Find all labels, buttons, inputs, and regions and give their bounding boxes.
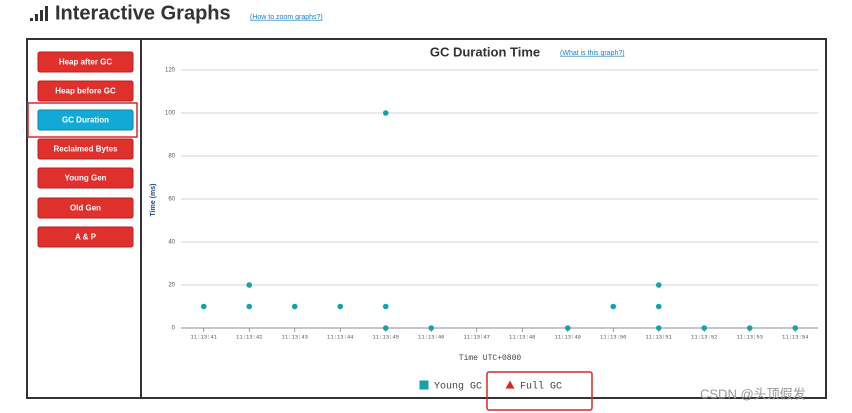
y-tick-label: 0: [172, 326, 176, 332]
nav-button[interactable]: [37, 167, 134, 189]
x-axis-label: Time UTC+0800: [459, 354, 522, 363]
chart-title: GC Duration Time: [430, 44, 540, 59]
data-point: [246, 303, 253, 310]
main-panel: [26, 38, 827, 399]
y-tick-label: 60: [168, 197, 175, 203]
legend-label: Young GC: [434, 382, 482, 393]
data-point: [610, 303, 617, 310]
x-tick-label: 11:13:41: [191, 333, 218, 340]
nav-button-label[interactable]: Young Gen: [64, 174, 106, 183]
nav-button[interactable]: [37, 80, 134, 102]
x-tick-label: 11:13:52: [691, 333, 717, 340]
x-tick-label: 11:13:54: [782, 333, 809, 340]
nav-button-label[interactable]: Heap after GC: [59, 58, 113, 67]
signal-icon: [30, 6, 48, 21]
sidebar: Heap after GC Heap before GC GC Duration Re…: [27, 51, 138, 248]
x-tick-label: 11:13:42: [236, 333, 262, 340]
nav-button[interactable]: [37, 197, 134, 219]
data-point: [655, 303, 662, 310]
nav-button[interactable]: [37, 226, 134, 248]
page-title: Interactive Graphs: [55, 2, 231, 24]
marker: [419, 380, 429, 390]
plot: 0 20 40 60 80 100 120 11:13:41 11:13:42 11:13:43 1…: [165, 68, 818, 340]
legend: Young GC Full GC: [419, 380, 562, 393]
x-tick-label: 11:13:53: [737, 333, 763, 340]
data-point: [792, 325, 799, 331]
y-tick-label: 80: [168, 154, 175, 160]
nav-button[interactable]: [37, 51, 134, 73]
y-tick-label: 120: [165, 68, 176, 74]
x-tick-label: 11:13:45: [373, 333, 399, 340]
x-tick-label: 11:13:44: [327, 333, 354, 340]
data-point: [337, 303, 344, 310]
x-tick-label: 11:13:50: [600, 333, 626, 340]
data-point: [246, 282, 253, 288]
watermark: CSDN @头顶假发: [700, 386, 806, 401]
data-point: [291, 303, 298, 310]
data-point: [564, 325, 571, 331]
x-tick-label: 11:13:51: [646, 333, 673, 340]
highlight-box: [486, 371, 593, 411]
marker: [505, 380, 515, 389]
data-point: [382, 325, 389, 331]
help-link[interactable]: (How to zoom graphs?): [250, 14, 323, 21]
x-tick-label: 11:13:46: [418, 333, 444, 340]
nav-button[interactable]: [37, 138, 134, 160]
x-tick-label: 11:13:48: [509, 333, 535, 340]
y-tick-label: 20: [168, 283, 175, 289]
y-axis-label: Time (ms): [150, 184, 157, 217]
nav-button-label[interactable]: A & P: [75, 233, 97, 242]
y-tick-label: 40: [168, 240, 175, 246]
chart-help-link[interactable]: (What is this graph?): [560, 50, 625, 57]
nav-button-label[interactable]: Heap before GC: [55, 87, 116, 96]
data-point: [200, 303, 207, 310]
nav-button[interactable]: [37, 109, 134, 131]
data-point: [746, 325, 753, 331]
x-tick-label: 11:13:49: [555, 333, 581, 340]
data-point: [655, 325, 662, 331]
data-point: [428, 325, 435, 331]
data-point: [655, 282, 662, 288]
x-tick-label: 11:13:47: [464, 333, 490, 340]
nav-button-label[interactable]: Old Gen: [70, 204, 101, 213]
legend-label: Full GC: [520, 381, 562, 393]
data-point: [701, 325, 708, 331]
nav-button-label[interactable]: Reclaimed Bytes: [53, 145, 118, 154]
x-tick-label: 11:13:43: [282, 333, 308, 340]
y-tick-label: 100: [165, 111, 176, 117]
active-outline: [27, 102, 138, 138]
data-point: [382, 303, 389, 310]
data-point: [382, 110, 389, 116]
nav-button-label[interactable]: GC Duration: [62, 116, 109, 125]
